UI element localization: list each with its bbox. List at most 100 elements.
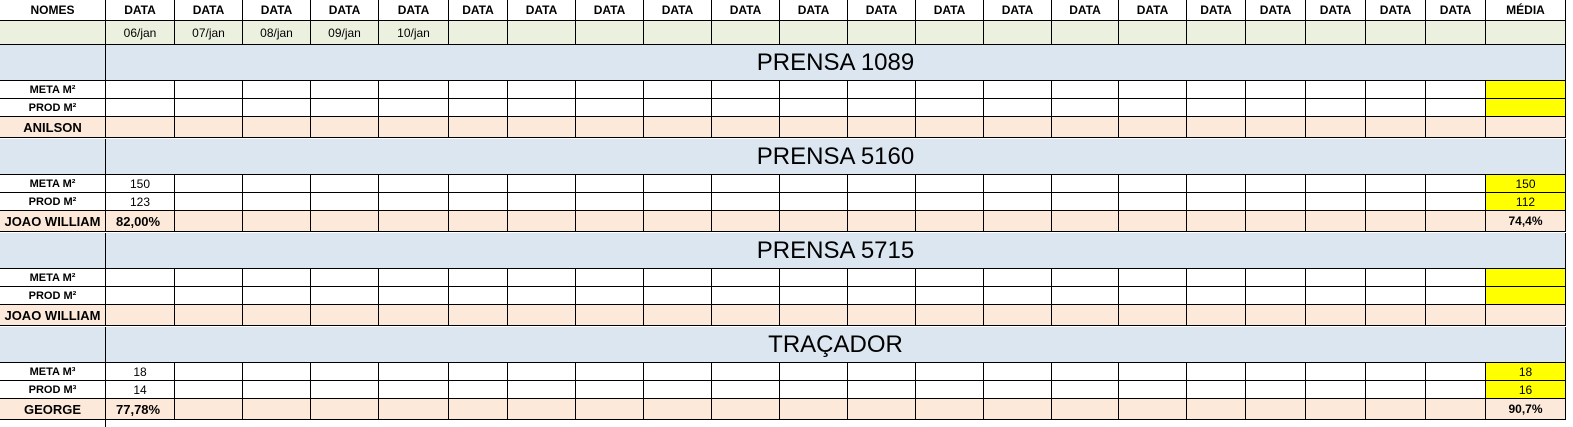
prod-cell-3[interactable] [243,381,311,399]
prod-cell-9[interactable] [644,287,712,305]
prod-cell-14[interactable] [984,193,1052,211]
header-nomes[interactable]: NOMES [0,0,106,21]
meta-cell-8[interactable] [576,269,644,287]
meta-cell-18[interactable] [1246,363,1306,381]
meta-cell-16[interactable] [1119,175,1187,193]
meta-cell-2[interactable] [175,81,243,99]
meta-cell-10[interactable] [712,363,780,381]
meta-cell-6[interactable] [449,363,508,381]
efficiency-cell-4[interactable] [311,117,379,138]
prod-cell-14[interactable] [984,287,1052,305]
prod-cell-9[interactable] [644,193,712,211]
efficiency-cell-19[interactable] [1306,305,1366,326]
prod-cell-15[interactable] [1052,287,1119,305]
prod-cell-18[interactable] [1246,381,1306,399]
meta-cell-7[interactable] [508,269,576,287]
prod-cell-5[interactable] [379,381,449,399]
meta-cell-14[interactable] [984,81,1052,99]
header-data-2[interactable]: DATA [175,0,243,21]
meta-cell-13[interactable] [916,269,984,287]
meta-cell-10[interactable] [712,81,780,99]
prod-cell-16[interactable] [1119,193,1187,211]
section-title-label-cell[interactable] [0,45,106,81]
efficiency-cell-19[interactable] [1306,117,1366,138]
header-data-3[interactable]: DATA [243,0,311,21]
efficiency-cell-5[interactable] [379,117,449,138]
prod-cell-6[interactable] [449,193,508,211]
prod-cell-12[interactable] [848,193,916,211]
efficiency-cell-12[interactable] [848,399,916,420]
meta-cell-13[interactable] [916,175,984,193]
prod-cell-1[interactable] [106,287,175,305]
meta-cell-9[interactable] [644,81,712,99]
prod-cell-1[interactable] [106,99,175,117]
date-cell-8[interactable] [576,21,644,45]
efficiency-cell-21[interactable] [1426,305,1486,326]
section-title-label-cell[interactable] [0,233,106,269]
meta-cell-5[interactable] [379,363,449,381]
efficiency-cell-13[interactable] [916,117,984,138]
meta-cell-2[interactable] [175,175,243,193]
efficiency-cell-4[interactable] [311,211,379,232]
efficiency-cell-11[interactable] [780,305,848,326]
prod-cell-20[interactable] [1366,381,1426,399]
header-data-7[interactable]: DATA [508,0,576,21]
prod-label[interactable]: PROD M² [0,99,106,117]
prod-average[interactable]: 16 [1486,381,1566,399]
prod-cell-17[interactable] [1187,99,1246,117]
prod-cell-8[interactable] [576,287,644,305]
header-data-18[interactable]: DATA [1246,0,1306,21]
meta-cell-20[interactable] [1366,175,1426,193]
prod-cell-12[interactable] [848,381,916,399]
prod-cell-14[interactable] [984,99,1052,117]
efficiency-cell-4[interactable] [311,399,379,420]
meta-cell-12[interactable] [848,81,916,99]
efficiency-cell-14[interactable] [984,399,1052,420]
header-data-1[interactable]: DATA [106,0,175,21]
meta-cell-20[interactable] [1366,269,1426,287]
date-cell-21[interactable] [1426,21,1486,45]
efficiency-cell-13[interactable] [916,399,984,420]
efficiency-cell-15[interactable] [1052,305,1119,326]
prod-cell-15[interactable] [1052,381,1119,399]
efficiency-cell-12[interactable] [848,117,916,138]
efficiency-cell-8[interactable] [576,305,644,326]
header-data-19[interactable]: DATA [1306,0,1366,21]
meta-cell-7[interactable] [508,81,576,99]
efficiency-cell-16[interactable] [1119,399,1187,420]
prod-cell-11[interactable] [780,193,848,211]
meta-cell-8[interactable] [576,175,644,193]
prod-cell-2[interactable] [175,287,243,305]
header-data-9[interactable]: DATA [644,0,712,21]
meta-cell-17[interactable] [1187,175,1246,193]
efficiency-cell-6[interactable] [449,117,508,138]
prod-cell-12[interactable] [848,99,916,117]
meta-cell-3[interactable] [243,175,311,193]
meta-average[interactable] [1486,269,1566,287]
efficiency-cell-6[interactable] [449,305,508,326]
meta-cell-15[interactable] [1052,81,1119,99]
meta-cell-4[interactable] [311,81,379,99]
prod-cell-16[interactable] [1119,287,1187,305]
prod-cell-12[interactable] [848,287,916,305]
efficiency-cell-16[interactable] [1119,211,1187,232]
prod-cell-10[interactable] [712,193,780,211]
prod-cell-15[interactable] [1052,99,1119,117]
efficiency-cell-17[interactable] [1187,305,1246,326]
meta-cell-16[interactable] [1119,269,1187,287]
prod-cell-17[interactable] [1187,193,1246,211]
prod-cell-5[interactable] [379,193,449,211]
header-data-4[interactable]: DATA [311,0,379,21]
meta-cell-14[interactable] [984,175,1052,193]
efficiency-average[interactable]: 90,7% [1486,399,1566,420]
efficiency-cell-3[interactable] [243,399,311,420]
meta-cell-3[interactable] [243,269,311,287]
meta-cell-6[interactable] [449,175,508,193]
header-data-17[interactable]: DATA [1187,0,1246,21]
prod-cell-20[interactable] [1366,193,1426,211]
efficiency-cell-6[interactable] [449,211,508,232]
efficiency-cell-18[interactable] [1246,211,1306,232]
meta-cell-16[interactable] [1119,363,1187,381]
meta-cell-3[interactable] [243,81,311,99]
prod-cell-21[interactable] [1426,381,1486,399]
